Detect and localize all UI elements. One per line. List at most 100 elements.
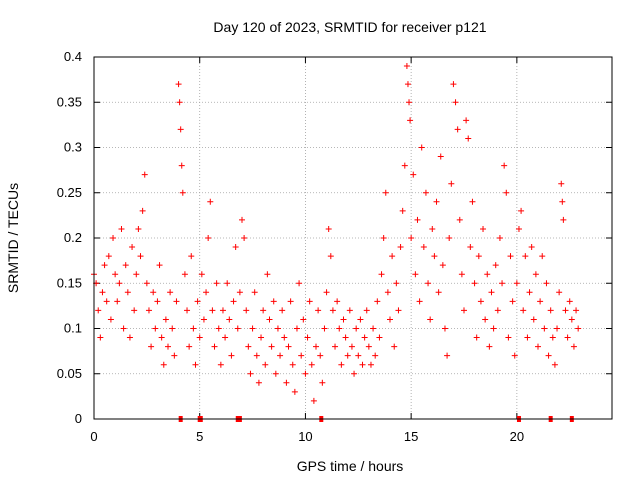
data-point — [162, 316, 169, 323]
data-point — [486, 343, 493, 350]
x-tick-label: 5 — [196, 429, 203, 444]
data-point — [541, 325, 548, 332]
data-point — [150, 289, 157, 296]
data-point — [412, 271, 419, 278]
y-tick-label: 0.05 — [57, 366, 82, 381]
data-point — [226, 316, 233, 323]
data-point — [188, 253, 195, 260]
data-point — [135, 225, 142, 232]
data-point — [222, 334, 229, 341]
data-point — [97, 334, 104, 341]
data-point — [395, 307, 402, 314]
data-point — [319, 379, 326, 386]
data-point — [219, 307, 226, 314]
data-point — [101, 262, 108, 269]
data-point — [543, 280, 550, 287]
data-point — [300, 316, 307, 323]
data-point — [200, 316, 207, 323]
x-tick-label: 10 — [298, 429, 312, 444]
data-point — [467, 244, 474, 251]
data-point — [547, 307, 554, 314]
data-point — [342, 334, 349, 341]
data-point — [126, 334, 133, 341]
data-point — [564, 334, 571, 341]
data-point — [532, 271, 539, 278]
data-point — [279, 307, 286, 314]
chart-title: Day 120 of 2023, SRMTID for receiver p12… — [213, 19, 486, 35]
data-point — [507, 253, 514, 260]
data-point — [173, 298, 180, 305]
data-point — [444, 352, 451, 359]
data-point — [296, 280, 303, 287]
data-point — [215, 325, 222, 332]
data-point — [329, 307, 336, 314]
data-point — [291, 388, 298, 395]
data-point — [448, 180, 455, 187]
data-point — [435, 289, 442, 296]
data-point — [247, 370, 254, 377]
data-point — [176, 99, 183, 106]
data-point — [107, 316, 114, 323]
data-point — [120, 325, 127, 332]
data-point — [416, 298, 423, 305]
data-point — [549, 334, 556, 341]
data-point — [228, 352, 235, 359]
data-point — [469, 198, 476, 205]
data-point — [317, 352, 324, 359]
data-point — [236, 289, 243, 296]
data-point — [194, 298, 201, 305]
x-axis-title: GPS time / hours — [297, 458, 404, 474]
data-point — [287, 298, 294, 305]
data-point — [471, 280, 478, 287]
data-point — [359, 361, 366, 368]
data-point — [397, 244, 404, 251]
data-point — [245, 343, 252, 350]
data-point — [367, 361, 374, 368]
data-point — [355, 352, 362, 359]
data-point — [304, 334, 311, 341]
data-point — [239, 216, 245, 223]
data-point — [518, 207, 525, 214]
data-point — [380, 235, 387, 241]
data-point — [399, 207, 406, 214]
data-point — [338, 361, 345, 368]
data-point — [249, 325, 256, 332]
data-point — [389, 253, 396, 260]
data-point — [281, 334, 288, 341]
data-point — [124, 289, 131, 296]
data-point — [401, 162, 408, 169]
data-point — [570, 343, 577, 350]
data-point — [551, 361, 558, 368]
data-point — [196, 334, 203, 341]
data-point — [490, 325, 497, 332]
data-point — [437, 153, 444, 160]
data-point — [473, 334, 480, 341]
data-point — [165, 343, 171, 350]
data-point — [224, 280, 231, 287]
y-tick-label: 0.25 — [57, 185, 82, 200]
data-point — [365, 343, 372, 350]
data-point — [456, 216, 463, 223]
data-point — [425, 280, 432, 287]
data-point — [133, 271, 140, 278]
data-point — [357, 316, 364, 323]
data-point — [494, 307, 501, 314]
data-point — [323, 289, 330, 296]
data-point — [325, 225, 332, 232]
data-point — [452, 99, 459, 106]
data-point — [522, 253, 529, 260]
data-point — [475, 253, 482, 260]
data-point — [298, 352, 305, 359]
data-point — [122, 262, 129, 269]
data-point — [450, 81, 457, 88]
data-point — [272, 370, 279, 377]
data-point — [167, 289, 174, 296]
data-point — [253, 352, 260, 359]
data-point — [446, 235, 453, 241]
data-point — [255, 379, 262, 386]
data-point — [230, 298, 237, 305]
data-point — [178, 162, 185, 169]
x-tick-label: 0 — [90, 429, 97, 444]
data-point — [348, 343, 355, 350]
